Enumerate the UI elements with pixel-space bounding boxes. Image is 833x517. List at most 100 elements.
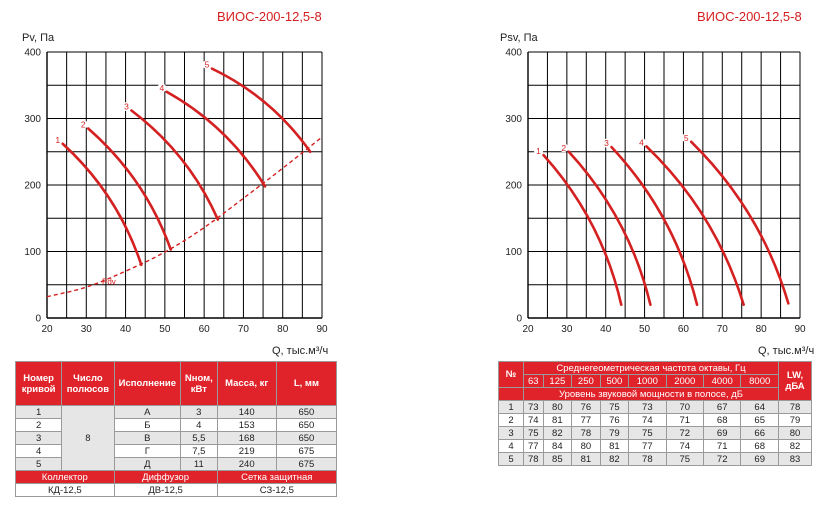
table-row: 4 Г 7,5 219 675 [14,444,338,458]
spec-header-version: Исполнение [113,361,182,406]
sound-cell: 79 [778,413,812,427]
chart-left-ylabel: Pv, Па [22,32,55,44]
spec-cell: 675 [275,444,338,458]
sound-header-freq: Среднегеометрическая частота октавы, Гц [523,361,779,375]
curve-label-4: 4 [159,83,164,93]
spec-cell: 675 [275,457,338,471]
curve-5 [210,67,312,154]
y-tick-label: 100 [505,247,522,258]
sound-cell: 84 [542,439,573,453]
sound-cell: 70 [665,400,705,414]
curve-label-2: 2 [561,143,566,153]
x-tick-label: 20 [522,324,534,335]
spec-cell: 7,5 [180,444,218,458]
sound-cell: 78 [523,452,544,466]
sound-freq: 2000 [665,374,705,388]
spec-header-curve: Номер кривой [14,361,63,406]
sound-cell: 77 [628,439,667,453]
y-tick-label: 0 [35,314,41,325]
curve-label-bg [202,60,212,70]
curve-4 [165,90,267,188]
curve-label-2: 2 [81,119,86,129]
x-tick-label: 30 [81,324,93,335]
y-tick-label: 400 [24,48,41,59]
sound-cell: 3 [498,426,524,440]
spec-footer-collector: КД-12,5 [15,483,115,497]
sound-cell: 79 [599,426,630,440]
sound-cell: 75 [665,452,705,466]
table-row: 1 8 А 3 140 650 [14,405,338,471]
y-tick-label: 300 [24,114,41,125]
sound-cell: 71 [702,439,742,453]
x-tick-label: 40 [120,324,132,335]
sound-cell: 68 [702,413,742,427]
table-row: 5 78 85 81 82 78 75 72 69 83 [498,452,812,466]
x-tick-label: 90 [316,324,328,335]
sound-freq: 4000 [702,374,742,388]
sound-header-level: Уровень звуковой мощности в полосе, дБ [523,387,779,401]
spec-cell: 5 [14,457,63,471]
sound-freq: 500 [599,374,630,388]
table-row: 3 В 5,5 168 650 [14,431,338,445]
spec-cell: А [113,405,182,419]
spec-header-poles: Число полюсов [61,361,115,406]
curve-label-bg [681,133,691,143]
sound-cell: 76 [599,413,630,427]
curve-label-4: 4 [639,137,644,147]
sound-cell: 71 [665,413,705,427]
sound-freq: 63 [523,374,544,388]
curve-1 [542,153,623,306]
sound-cell: 80 [542,400,573,414]
spec-cell: Г [113,444,182,458]
chart-left-xlabel: Q, тыс.м³/ч [272,345,329,357]
sound-cell: 77 [523,439,544,453]
y-tick-label: 300 [505,114,522,125]
table-row: 4 77 84 80 81 77 74 71 68 82 [498,439,812,453]
curve-5 [689,140,790,305]
curve-label-3: 3 [124,102,129,112]
spec-cell: Д [113,457,182,471]
sound-cell: 82 [778,439,812,453]
sound-header-lw: LW, дБА [778,361,812,401]
sound-cell: 78 [778,400,812,414]
curve-label-bg [534,146,544,156]
spec-cell: 219 [216,444,277,458]
sound-cell: 2 [498,413,524,427]
curve-label-bg [559,143,569,153]
curve-label-1: 1 [536,146,541,156]
pdv-curve [46,136,323,298]
curve-4 [645,145,745,306]
spec-cell: 650 [275,418,338,432]
curve-label-5: 5 [205,60,210,70]
spec-cell: 4 [14,444,63,458]
spec-header-mass: Масса, кг [216,361,277,406]
sound-cell: 78 [628,452,667,466]
sound-table: № Среднегеометрическая частота октавы, Г… [498,361,812,466]
x-tick-label: 50 [159,324,171,335]
spec-cell: 1 [14,405,63,419]
curve-label-3: 3 [604,138,609,148]
curve-1 [61,142,143,267]
x-tick-label: 40 [600,324,612,335]
spec-cell: 168 [216,431,277,445]
spec-cell: 153 [216,418,277,432]
x-tick-label: 70 [717,324,729,335]
curve-label-bg [121,102,131,112]
sound-cell: 1 [498,400,524,414]
sound-cell: 83 [778,452,812,466]
sound-cell: 82 [599,452,630,466]
spec-footer-header-grid: Сетка защитная [216,470,338,484]
spec-cell: 3 [180,405,218,419]
sound-freq: 250 [571,374,601,388]
sound-cell: 82 [542,426,573,440]
sound-cell: 75 [599,400,630,414]
spec-cell: 240 [216,457,277,471]
curve-2 [86,127,173,251]
spec-cell-poles: 8 [61,405,115,471]
sound-cell: 80 [571,439,601,453]
sound-cell: 74 [628,413,667,427]
sound-freq: 125 [542,374,573,388]
curve-3 [610,145,699,306]
table-row: 2 74 81 77 76 74 71 68 65 79 [498,413,812,427]
sound-cell: 68 [740,439,779,453]
